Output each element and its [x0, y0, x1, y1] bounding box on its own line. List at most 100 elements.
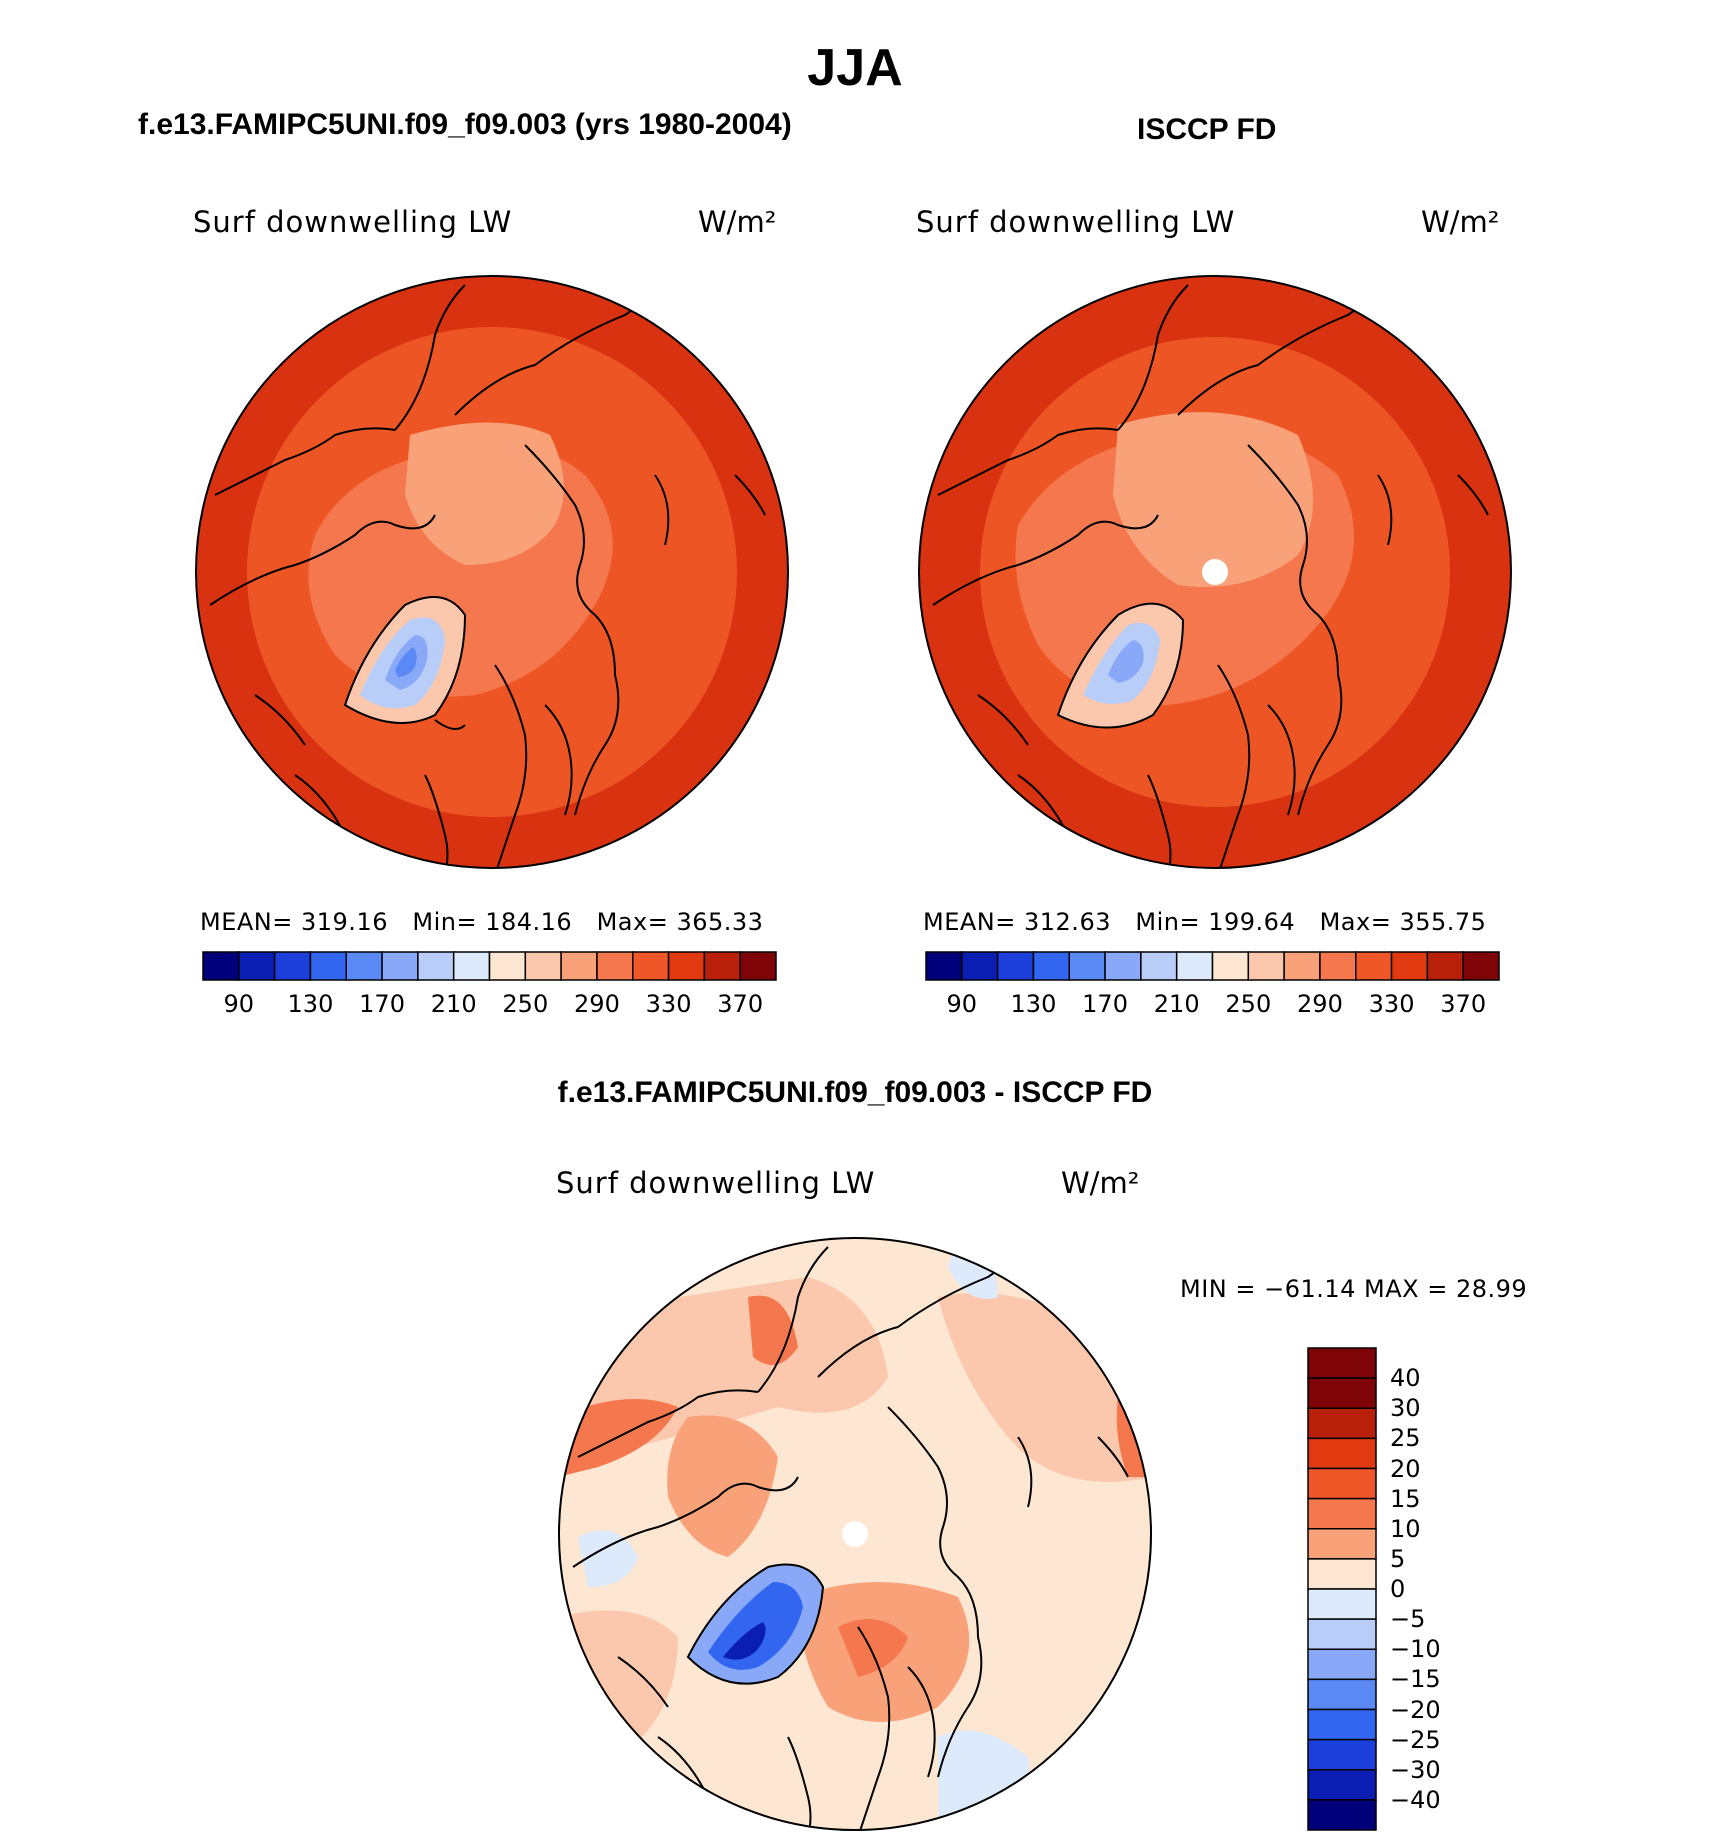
- obs-stats: MEAN= 312.63 Min= 199.64 Max= 355.75: [923, 908, 1486, 936]
- figure-title: JJA: [807, 39, 903, 97]
- model-colorbar-box: [524, 951, 562, 981]
- model-min-value: 184.16: [485, 908, 573, 936]
- diff-colorbar-box: [1307, 1377, 1377, 1409]
- diff-colorbar-box: [1307, 1407, 1377, 1440]
- obs-colorbar-box: [925, 951, 963, 981]
- diff-colorbar-tick-label: 15: [1390, 1484, 1421, 1513]
- model-colorbar-box: [345, 951, 383, 981]
- obs-colorbar-box: [1032, 951, 1070, 981]
- obs-colorbar-tick-label: 370: [1440, 990, 1487, 1018]
- diff-colorbar-box: [1307, 1497, 1377, 1530]
- obs-map-border: [918, 275, 1512, 869]
- obs-colorbar-tick-label: 290: [1297, 990, 1343, 1018]
- diff-colorbar-box: [1307, 1708, 1377, 1741]
- model-colorbar-tick-label: 370: [717, 990, 764, 1018]
- obs-colorbar-tick-label: 170: [1082, 990, 1128, 1018]
- model-colorbar-ticks: 90 130 170 210 250 290 330 370: [203, 990, 776, 1020]
- obs-variable-label: Surf downwelling LW: [916, 205, 1236, 239]
- obs-colorbar-box: [1319, 951, 1357, 981]
- obs-colorbar-tick-label: 250: [1225, 990, 1272, 1018]
- obs-colorbar-box: [1175, 951, 1214, 981]
- obs-colorbar: [925, 951, 1500, 981]
- diff-colorbar-tick-label: 20: [1390, 1454, 1421, 1483]
- diff-field-neg-west: [578, 1530, 638, 1587]
- model-colorbar-box: [417, 951, 455, 981]
- diff-coastlines: [572, 1238, 1129, 1830]
- model-map-border: [195, 275, 789, 869]
- model-max-label: Max=: [596, 908, 669, 936]
- obs-colorbar-tick-label: 90: [946, 990, 978, 1018]
- diff-colorbar-box: [1307, 1347, 1377, 1379]
- model-field-greenland-peak: [395, 647, 417, 677]
- model-panel-title: f.e13.FAMIPC5UNI.f09_f09.003 (yrs 1980-2…: [138, 108, 792, 141]
- obs-field-greenland-core: [1108, 640, 1144, 683]
- diff-colorbar: [1307, 1347, 1377, 1831]
- diff-colorbar-box: [1307, 1678, 1377, 1711]
- model-field-arctic: [405, 422, 564, 565]
- diff-colorbar-box: [1307, 1528, 1377, 1560]
- diff-field-neg-greenland-peak: [723, 1622, 766, 1660]
- obs-max-label: Max=: [1319, 908, 1392, 936]
- obs-colorbar-box: [1247, 951, 1285, 981]
- obs-colorbar-box: [1211, 951, 1250, 981]
- obs-polar-map: [918, 275, 1512, 869]
- obs-colorbar-box: [1462, 951, 1500, 981]
- obs-units-label: W/m²: [1421, 205, 1500, 239]
- model-stats: MEAN= 319.16 Min= 184.16 Max= 365.33: [200, 908, 763, 936]
- diff-units-label: W/m²: [1061, 1166, 1140, 1200]
- diff-colorbar-tick-label: 40: [1390, 1364, 1421, 1393]
- model-colorbar-box: [560, 951, 598, 981]
- model-colorbar-box: [273, 951, 312, 981]
- obs-colorbar-ticks: 90 130 170 210 250 290 330 370: [926, 990, 1499, 1020]
- diff-stats: MIN = −61.14 MAX = 28.99: [1180, 1275, 1528, 1303]
- obs-max-value: 355.75: [1399, 908, 1487, 936]
- diff-colorbar-box: [1307, 1799, 1377, 1831]
- model-variable-label: Surf downwelling LW: [193, 205, 513, 239]
- model-colorbar-tick-label: 250: [502, 990, 549, 1018]
- model-colorbar-tick-label: 290: [574, 990, 620, 1018]
- obs-min-label: Min=: [1135, 908, 1201, 936]
- diff-colorbar-tick-label: 30: [1390, 1394, 1421, 1423]
- diff-colorbar-tick-label: 10: [1390, 1514, 1421, 1543]
- model-colorbar-box: [238, 951, 276, 981]
- obs-colorbar-box: [961, 951, 999, 981]
- model-coastlines: [209, 276, 766, 868]
- diff-panel-title: f.e13.FAMIPC5UNI.f09_f09.003 - ISCCP FD: [557, 1076, 1153, 1109]
- model-colorbar-box: [667, 951, 706, 981]
- diff-field-pos-strong-north: [748, 1295, 798, 1365]
- diff-colorbar-tick-label: −20: [1390, 1695, 1441, 1724]
- diff-colorbar-tick-label: −40: [1390, 1785, 1441, 1814]
- diff-colorbar-box: [1307, 1648, 1377, 1681]
- diff-colorbar-box: [1307, 1769, 1377, 1801]
- diff-colorbar-tick-label: 5: [1390, 1544, 1406, 1573]
- diff-colorbar-tick-label: −25: [1390, 1725, 1441, 1754]
- model-colorbar-box: [381, 951, 419, 981]
- model-colorbar-box: [452, 951, 491, 981]
- model-colorbar-box: [488, 951, 527, 981]
- diff-colorbar-box: [1307, 1437, 1377, 1470]
- model-colorbar-box: [739, 951, 777, 981]
- diff-colorbar-tick-label: −10: [1390, 1635, 1441, 1664]
- model-colorbar-tick-label: 130: [287, 990, 334, 1018]
- model-min-label: Min=: [412, 908, 478, 936]
- obs-mean-value: 312.63: [1024, 908, 1111, 936]
- obs-colorbar-tick-label: 130: [1010, 990, 1057, 1018]
- obs-mean-label: MEAN=: [923, 908, 1016, 936]
- model-polar-map: [195, 275, 789, 869]
- diff-colorbar-tick-label: −5: [1390, 1605, 1426, 1634]
- model-colorbar-box: [309, 951, 347, 981]
- obs-colorbar-box: [996, 951, 1035, 981]
- obs-colorbar-box: [1068, 951, 1106, 981]
- model-colorbar-tick-label: 170: [359, 990, 405, 1018]
- model-colorbar-box: [632, 951, 670, 981]
- obs-colorbar-box: [1140, 951, 1178, 981]
- model-colorbar: [202, 951, 777, 981]
- diff-map-border: [558, 1237, 1152, 1831]
- model-max-value: 365.33: [676, 908, 764, 936]
- diff-variable-label: Surf downwelling LW: [556, 1166, 876, 1200]
- obs-field-arctic: [1113, 412, 1313, 587]
- model-colorbar-tick-label: 90: [223, 990, 255, 1018]
- diff-colorbar-box: [1307, 1738, 1377, 1771]
- diff-pole-hole: [842, 1521, 868, 1547]
- diff-polar-map: [558, 1237, 1152, 1831]
